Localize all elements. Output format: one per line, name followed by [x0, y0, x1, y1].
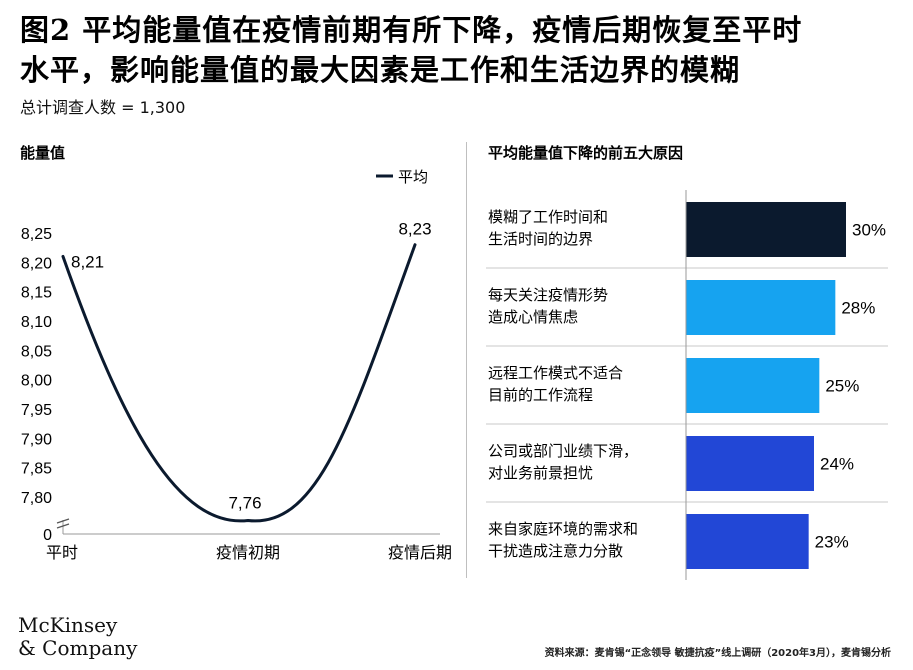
bar-value-label: 24%	[820, 455, 854, 474]
page-title: 图2 平均能量值在疫情前期有所下降，疫情后期恢复至平时 水平，影响能量值的最大因…	[20, 10, 900, 90]
bar-value-label: 28%	[841, 299, 875, 318]
bar-value-label: 25%	[825, 377, 859, 396]
source-note: 资料来源：麦肯锡“正念领导 敏捷抗疫”线上调研（2020年3月），麦肯锡分析	[544, 648, 891, 659]
y-tick-label: 8,00	[21, 373, 52, 390]
bar	[686, 202, 846, 257]
y-tick-label: 8,25	[21, 226, 52, 243]
axis-break-mark	[56, 523, 70, 529]
x-tick-label: 平时	[46, 543, 78, 562]
bar	[686, 358, 820, 413]
y-tick-label: 8,20	[21, 255, 52, 272]
data-label: 7,76	[228, 493, 261, 512]
bar	[686, 436, 814, 491]
category-label: 干扰造成注意力分散	[488, 542, 623, 560]
category-label: 生活时间的边界	[488, 230, 593, 248]
mckinsey-logo: McKinsey & Company	[18, 614, 137, 660]
title-line-1: 图2 平均能量值在疫情前期有所下降，疫情后期恢复至平时	[20, 13, 803, 47]
logo-line-2: & Company	[18, 636, 138, 660]
category-label: 每天关注疫情形势	[488, 286, 608, 304]
bar-chart-title: 平均能量值下降的前五大原因	[488, 144, 684, 162]
bar-value-label: 23%	[815, 533, 849, 552]
y-tick-label: 8,10	[21, 314, 52, 331]
category-label: 来自家庭环境的需求和	[488, 520, 638, 538]
y-tick-label: 7,95	[21, 402, 52, 419]
y-tick-label: 7,80	[21, 490, 52, 507]
bar	[686, 280, 836, 335]
series-line-average	[61, 243, 417, 523]
x-tick-label: 疫情后期	[388, 543, 452, 562]
axis-break-mark	[56, 518, 70, 524]
category-label: 公司或部门业绩下滑，	[488, 442, 638, 460]
y-tick-label: 8,15	[21, 285, 52, 302]
category-label: 对业务前景担忧	[488, 464, 593, 482]
logo-line-1: McKinsey	[18, 613, 118, 637]
title-line-2: 水平，影响能量值的最大因素是工作和生活边界的模糊	[20, 53, 741, 87]
y-tick-label: 8,05	[21, 343, 52, 360]
panel-divider	[466, 142, 467, 578]
category-label: 模糊了工作时间和	[488, 208, 608, 226]
bar	[686, 514, 809, 569]
bar-value-label: 30%	[852, 221, 886, 240]
x-tick-label: 疫情初期	[216, 543, 280, 562]
sample-size-note: 总计调查人数 = 1,300	[20, 98, 186, 117]
category-label: 远程工作模式不适合	[488, 364, 623, 382]
legend-label: 平均	[398, 168, 428, 186]
category-label: 目前的工作流程	[488, 386, 593, 404]
line-chart-title: 能量值	[20, 144, 66, 162]
y-tick-label: 7,85	[21, 461, 52, 478]
data-label: 8,21	[71, 252, 104, 271]
y-tick-label: 0	[43, 527, 52, 544]
category-label: 造成心情焦虑	[488, 308, 578, 326]
y-tick-label: 7,90	[21, 431, 52, 448]
data-label: 8,23	[398, 220, 431, 239]
